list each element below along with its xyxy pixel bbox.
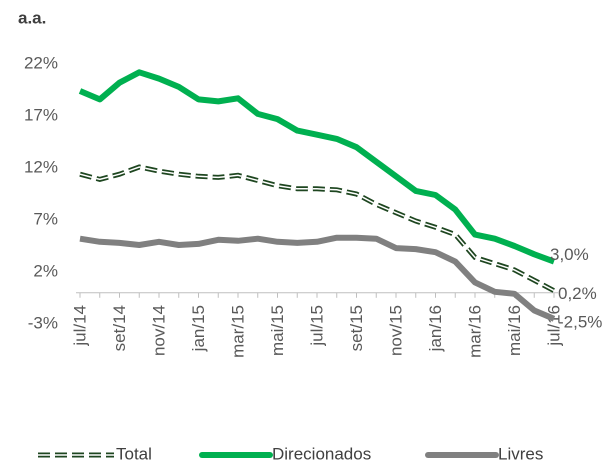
legend-label: Total — [116, 444, 152, 463]
data-label: 3,0% — [550, 245, 589, 264]
x-tick-label: jan/15 — [189, 305, 208, 352]
line — [79, 234, 556, 322]
x-tick-label: jul/14 — [70, 305, 89, 347]
data-label: -2,5% — [558, 312, 602, 331]
legend-label: Direcionados — [272, 444, 371, 463]
y-tick-label: -3% — [28, 313, 58, 332]
y-tick-label: 12% — [24, 157, 58, 176]
data-label: 0,2% — [558, 284, 597, 303]
x-tick-label: set/15 — [347, 305, 366, 351]
y-axis-label: a.a. — [18, 8, 46, 27]
y-tick-label: 22% — [24, 53, 58, 72]
x-tick-label: nov/15 — [386, 305, 405, 356]
y-tick-label: 7% — [33, 209, 58, 228]
x-tick-label: jan/16 — [426, 305, 445, 352]
x-tick-label: jul/15 — [307, 305, 326, 347]
x-tick-label: set/14 — [110, 305, 129, 351]
legend-label: Livres — [498, 444, 543, 463]
x-tick-label: mai/16 — [505, 305, 524, 356]
line — [79, 164, 556, 293]
x-tick-label: mar/16 — [465, 305, 484, 358]
y-tick-label: 17% — [24, 105, 58, 124]
x-tick-label: mai/15 — [268, 305, 287, 356]
x-tick-label: nov/14 — [149, 305, 168, 356]
line-inner — [79, 166, 555, 292]
line — [78, 69, 556, 265]
y-tick-label: 2% — [33, 261, 58, 280]
x-tick-label: mar/15 — [228, 305, 247, 358]
